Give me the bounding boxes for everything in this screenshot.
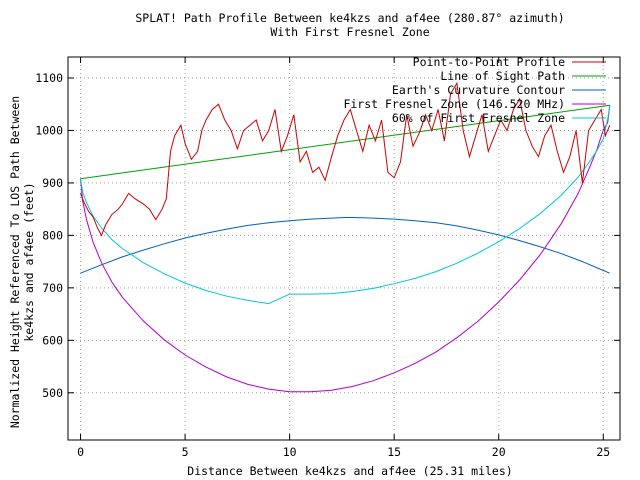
series-line-fresnel60 bbox=[80, 105, 611, 305]
series-line-fresnel bbox=[80, 105, 611, 393]
axis-ticks: 0 5 10 15 20 25 500 600 700 800 900 1000 1100 bbox=[35, 57, 620, 459]
y-axis-label-line1: Normalized Height Referenced To LOS Path… bbox=[8, 96, 22, 428]
x-axis-label: Distance Between ke4kzs and af4ee (25.31… bbox=[187, 464, 512, 478]
y-tick-label: 900 bbox=[42, 176, 63, 190]
y-tick-label: 800 bbox=[42, 228, 63, 242]
x-tick-label: 20 bbox=[492, 445, 506, 459]
series-lines bbox=[80, 81, 611, 393]
y-tick-label: 1100 bbox=[35, 71, 63, 85]
legend-label-fresnel: First Fresnel Zone (146.520 MHz) bbox=[343, 97, 565, 111]
legend-label-fresnel60: 60% of First Fresnel Zone bbox=[392, 111, 565, 125]
y-tick-label: 700 bbox=[42, 281, 63, 295]
series-line-profile bbox=[80, 81, 611, 237]
y-tick-label: 500 bbox=[42, 386, 63, 400]
series-line-earth bbox=[80, 217, 610, 274]
x-tick-label: 15 bbox=[387, 445, 401, 459]
y-tick-label: 600 bbox=[42, 333, 63, 347]
legend-label-earth: Earth's Curvature Contour bbox=[392, 83, 565, 97]
legend-label-profile: Point-to-Point Profile bbox=[413, 55, 565, 69]
grid bbox=[68, 57, 620, 440]
x-tick-label: 5 bbox=[182, 445, 189, 459]
chart-subtitle: With First Fresnel Zone bbox=[270, 25, 429, 39]
x-tick-label: 0 bbox=[77, 445, 84, 459]
plot-frame bbox=[67, 56, 621, 441]
y-axis-label-line2: ke4kzs and af4ee (feet) bbox=[22, 182, 36, 341]
x-tick-label: 10 bbox=[283, 445, 297, 459]
x-tick-label: 25 bbox=[596, 445, 610, 459]
y-tick-label: 1000 bbox=[35, 123, 63, 137]
chart-title: SPLAT! Path Profile Between ke4kzs and a… bbox=[135, 11, 564, 25]
legend-label-los: Line of Sight Path bbox=[440, 69, 565, 83]
